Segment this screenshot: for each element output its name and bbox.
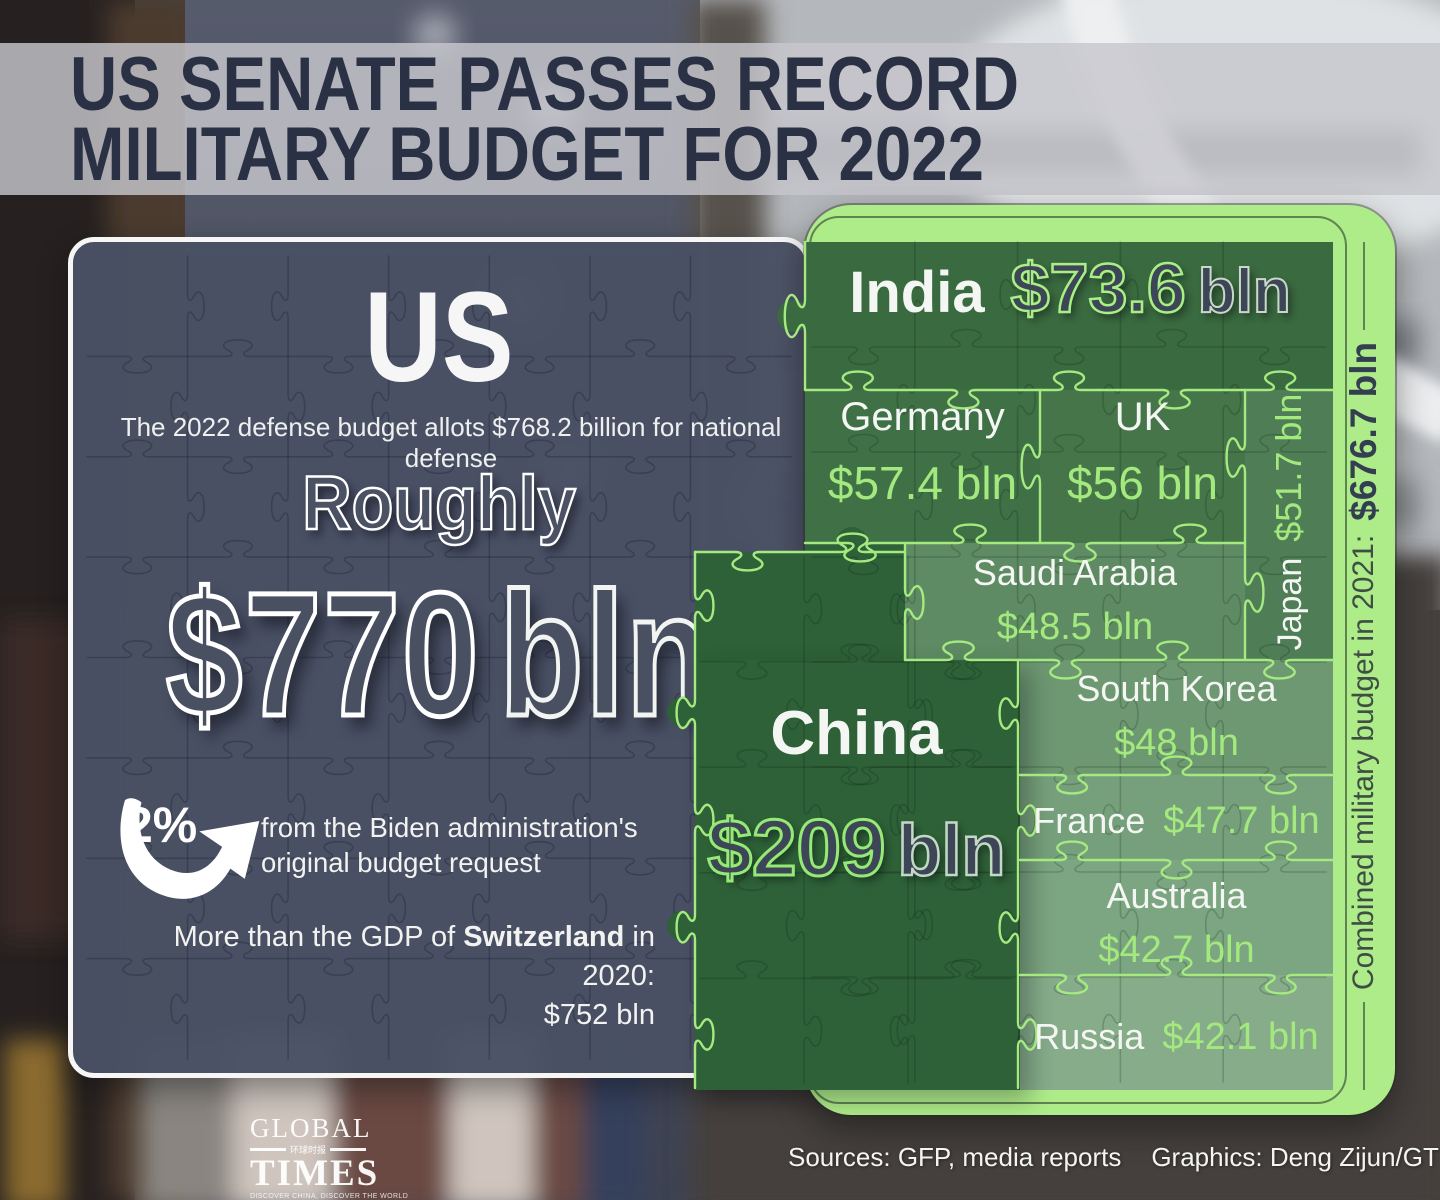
- roughly-label: Roughly: [301, 460, 577, 548]
- label-russia: Russia $42.1 bln: [1034, 1016, 1319, 1058]
- china-value: $209: [706, 802, 887, 894]
- label-australia: Australia $42.7 bln: [1098, 875, 1255, 971]
- label-india: India $73.6 bln: [849, 248, 1292, 329]
- sidebar-rule: [1363, 1002, 1365, 1090]
- label-china: China: [770, 699, 943, 768]
- label-japan: Japan $51.7 bln: [1268, 393, 1309, 651]
- puzzle-knob: [667, 911, 697, 941]
- percent-change-value: 2%: [125, 797, 198, 853]
- us-heading: US: [364, 266, 514, 409]
- china-value-row: $209 bln: [695, 802, 1018, 894]
- logo-rule: [330, 1148, 367, 1151]
- china-unit: bln: [896, 810, 1006, 893]
- combined-budget-sidebar: Combined military budget in 2021: $676.7…: [1342, 241, 1386, 1090]
- title-band: [0, 43, 1440, 195]
- label-south-korea: South Korea $48 bln: [1076, 668, 1277, 764]
- sources-text: Sources: GFP, media reports: [788, 1142, 1122, 1172]
- india-unit: bln: [1197, 256, 1292, 327]
- puzzle-knob: [836, 527, 868, 559]
- puzzle-knob: [667, 697, 697, 727]
- sidebar-rule: [1363, 241, 1365, 330]
- logo-chinese-name: 环球时报: [290, 1145, 327, 1155]
- percent-change-note: from the Biden administration's original…: [261, 812, 638, 878]
- label-france: France $47.7 bln: [1033, 800, 1320, 842]
- us-subtitle: The 2022 defense budget allots $768.2 bi…: [120, 412, 782, 473]
- us-amount-value: $770: [164, 555, 481, 756]
- label-uk: UK $56 bln: [1067, 395, 1218, 509]
- piece-china-top: [695, 552, 905, 662]
- label-saudi-arabia: Saudi Arabia $48.5 bln: [972, 552, 1178, 648]
- india-value: $73.6: [1009, 248, 1187, 329]
- puzzle-knob: [777, 300, 809, 332]
- logo-rule: [250, 1148, 286, 1151]
- piece-uk: [1040, 390, 1245, 543]
- percent-up-arrow-icon: [109, 790, 269, 912]
- label-germany: Germany $57.4 bln: [827, 395, 1018, 509]
- piece-india: [805, 242, 1333, 390]
- page-title: US SENATE PASSES RECORD MILITARY BUDGET …: [70, 42, 1174, 197]
- sidebar-label: Combined military budget in 2021:: [1347, 534, 1380, 991]
- gdp-country: Switzerland: [463, 921, 625, 953]
- title-line-1: US SENATE PASSES RECORD: [70, 42, 1020, 127]
- global-times-logo: GLOBAL 环球时报 TIMES DISCOVER CHINA, DISCOV…: [250, 1113, 409, 1200]
- gdp-value: $752 bln: [543, 999, 655, 1031]
- piece-china: [695, 660, 1018, 1090]
- gdp-comparison-note: More than the GDP of Switzerland in 2020…: [95, 918, 655, 1035]
- credits: Sources: GFP, media reports Graphics: Den…: [788, 1142, 1440, 1173]
- piece-germany: [805, 390, 1040, 543]
- graphics-credit: Graphics: Deng Zijun/GT: [1151, 1142, 1439, 1172]
- title-line-2: MILITARY BUDGET FOR 2022: [70, 112, 984, 197]
- sidebar-value: $676.7 bln: [1343, 341, 1384, 521]
